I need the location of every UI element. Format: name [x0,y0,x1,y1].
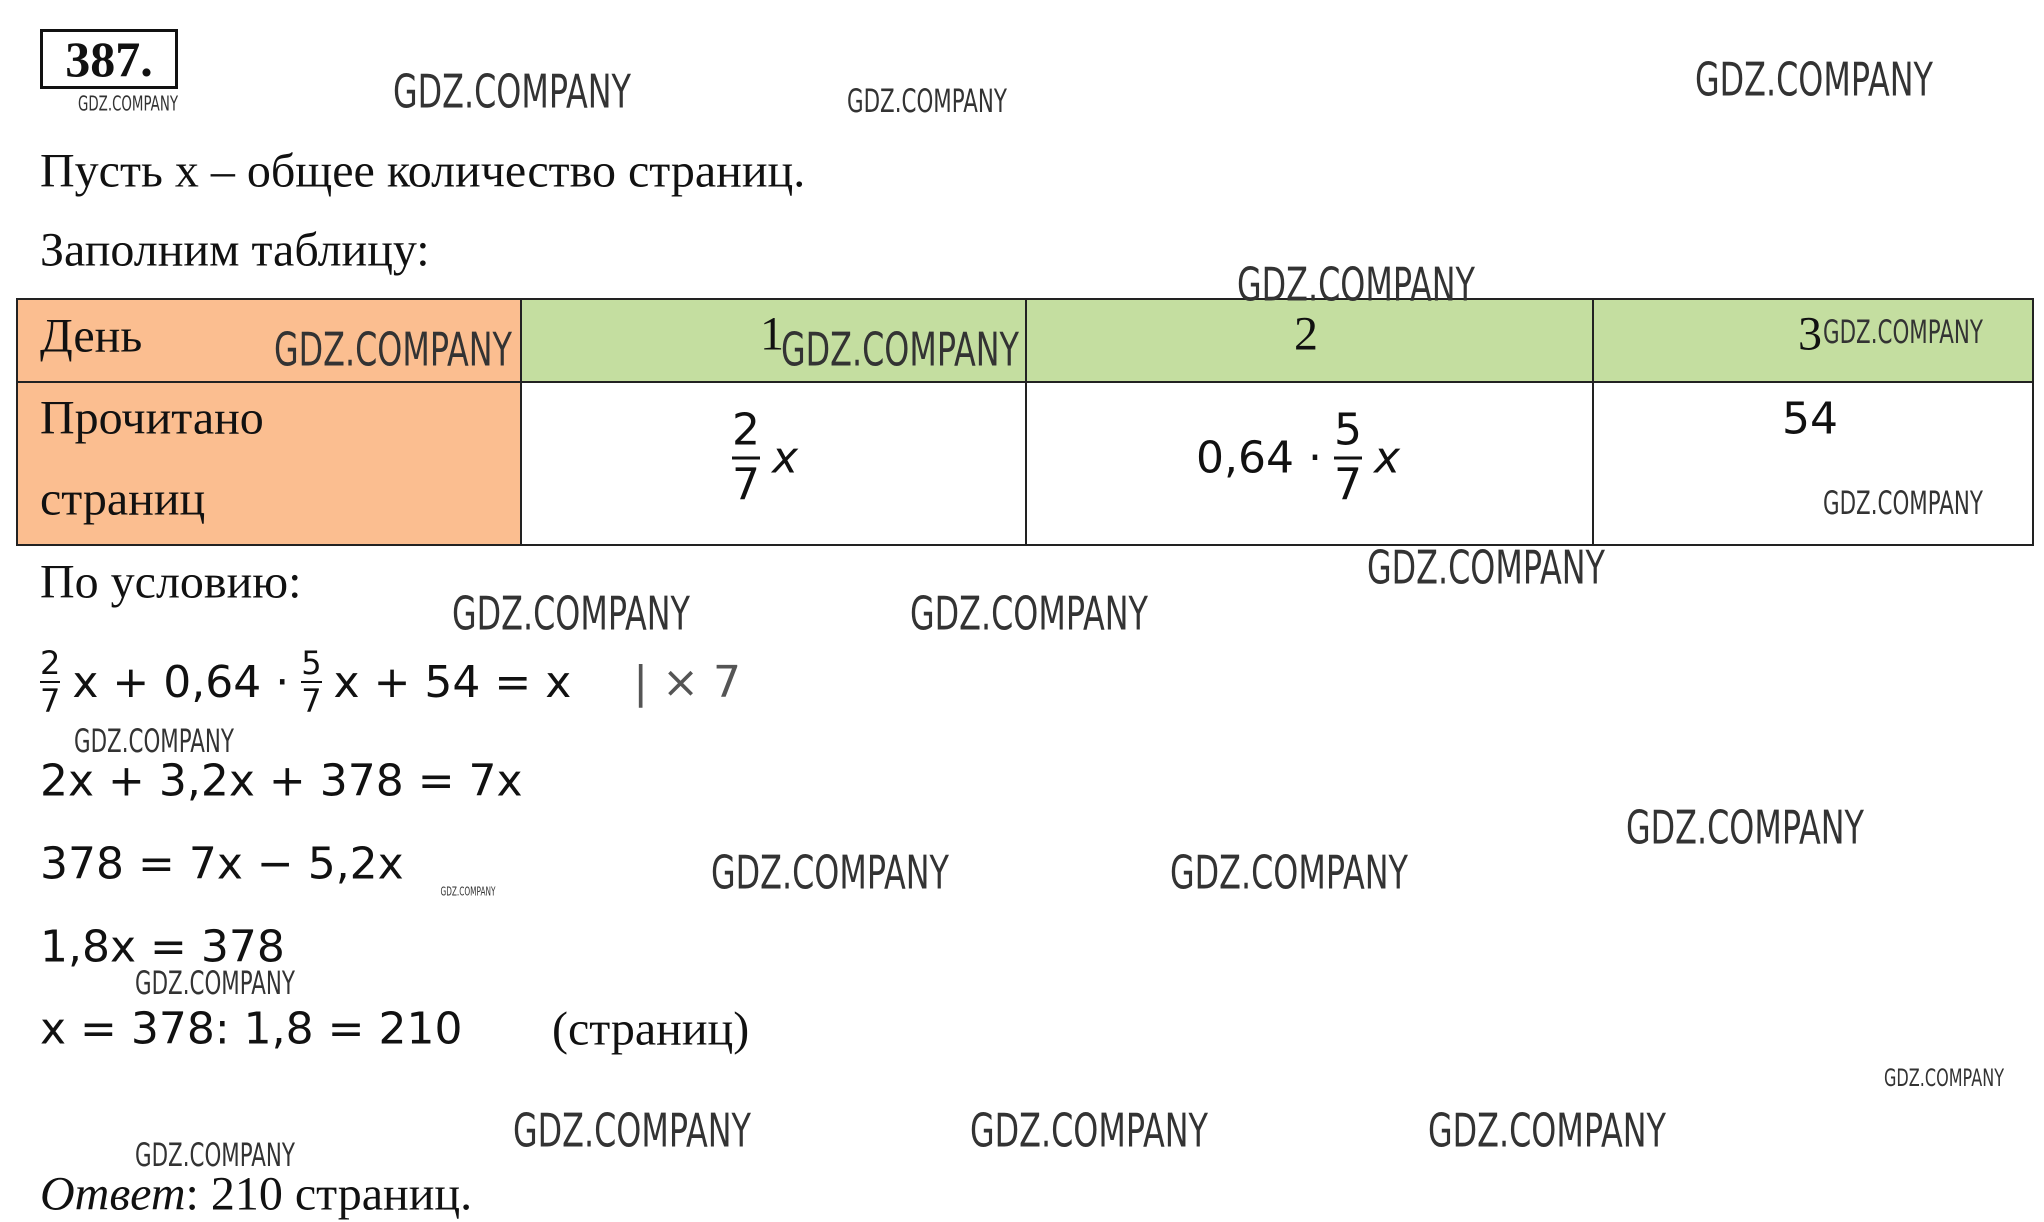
header-text: 3 [1798,307,1822,361]
cell-value: 54 [1782,393,1838,445]
variable: x [1373,432,1400,484]
denominator: 7 [1333,459,1362,511]
equation: 378 = 7x − 5,2x [40,838,404,890]
denominator: 7 [301,682,322,720]
header-text: 2 [1294,307,1318,361]
watermark: GDZ.COMPANY [513,1104,752,1158]
equation-note: | × 7 [633,656,741,708]
watermark: GDZ.COMPANY [1695,53,1934,107]
equation: 2x + 3,2x + 378 = 7x [40,755,523,807]
watermark: GDZ.COMPANY [1626,801,1865,855]
numerator: 2 [40,644,61,682]
equation: 1,8x = 378 [40,921,285,973]
watermark: GDZ.COMPANY [452,587,691,641]
equation: x = 378: 1,8 = 210 [40,1003,463,1055]
watermark: GDZ.COMPANY [711,846,950,900]
watermark: GDZ.COMPANY [441,885,496,899]
watermark: GDZ.COMPANY [910,587,1149,641]
intro-line: Заполним таблицу: [40,223,430,277]
denominator: 7 [732,459,760,511]
equation-part: x + 54 = x [333,656,572,708]
watermark: GDZ.COMPANY [393,65,632,119]
row-label-cell [16,381,522,546]
header-cell [520,298,1027,383]
header-text: 1 [760,307,784,361]
watermark: GDZ.COMPANY [1367,541,1606,595]
equation-part: x + 0,64 · [72,656,290,708]
watermark: GDZ.COMPANY [78,92,179,116]
variable: x [772,432,799,484]
row-label: Прочитано [40,391,264,445]
header-text: День [40,309,143,363]
watermark: GDZ.COMPANY [1428,1104,1667,1158]
condition: По условию: [40,555,302,609]
unit: (страниц) [552,1002,750,1056]
numerator: 2 [732,404,760,456]
watermark: GDZ.COMPANY [970,1104,1209,1158]
watermark: GDZ.COMPANY [135,1136,295,1174]
watermark: GDZ.COMPANY [74,722,234,760]
task-number-box: 387. [40,29,178,89]
watermark: GDZ.COMPANY [781,323,1020,377]
watermark: GDZ.COMPANY [1884,1064,2004,1092]
row-label: страниц [40,472,206,526]
answer-label: Ответ [40,1167,186,1221]
watermark: GDZ.COMPANY [1823,484,1983,522]
numerator: 5 [301,644,322,682]
numerator: 5 [1333,404,1362,456]
header-cell [1592,298,2034,383]
watermark: GDZ.COMPANY [135,964,295,1002]
answer: Ответ: 210 страниц. [40,1167,472,1222]
watermark: GDZ.COMPANY [274,323,513,377]
denominator: 7 [40,682,61,720]
watermark: GDZ.COMPANY [1237,258,1476,312]
task-number: 387. [65,31,153,87]
answer-text: : 210 страниц. [185,1167,473,1221]
intro-line: Пусть x – общее количество страниц. [40,144,806,198]
value-cell [1592,381,2034,546]
watermark: GDZ.COMPANY [1823,313,1983,351]
prefix: 0,64 · [1196,432,1322,484]
watermark: GDZ.COMPANY [847,82,1007,120]
watermark: GDZ.COMPANY [1170,846,1409,900]
